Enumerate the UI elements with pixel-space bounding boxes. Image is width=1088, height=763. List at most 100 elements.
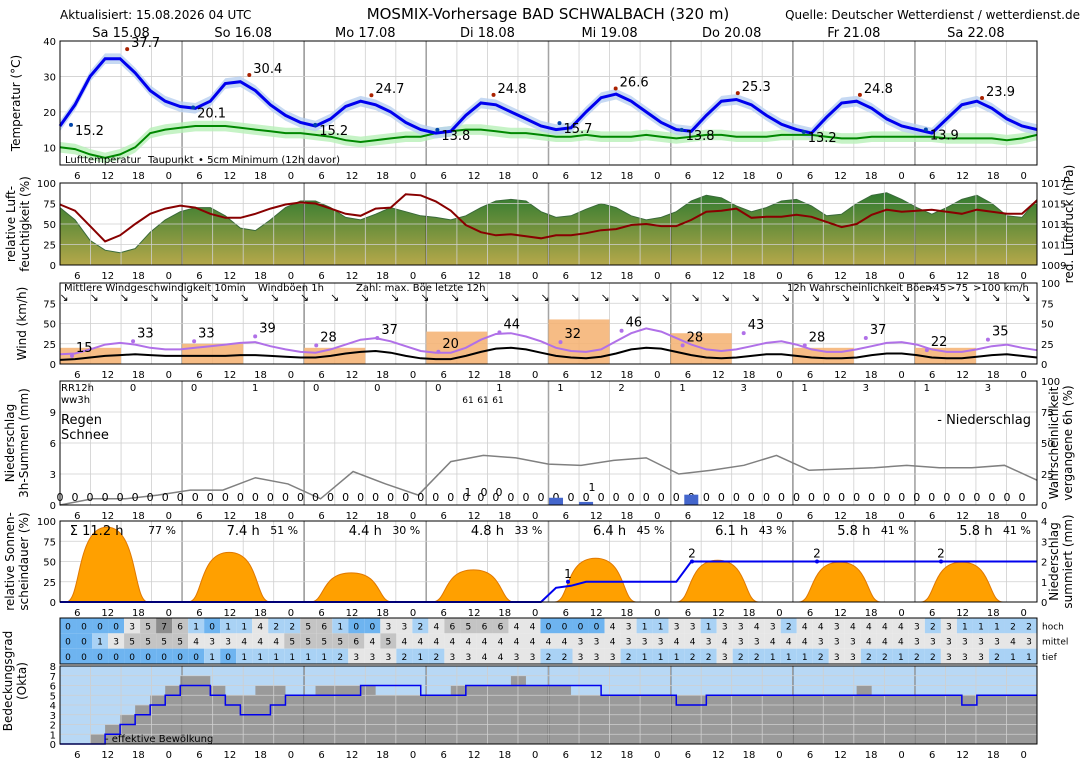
cloud-layer-value: 4 <box>514 638 520 648</box>
cloud-layer-value: 5 <box>321 638 327 648</box>
bar-zero-label: 0 <box>507 491 514 504</box>
hour-tick: 6 <box>196 171 202 182</box>
legend-prob-100: >100 km/h <box>973 283 1029 294</box>
chart-title: MOSMIX-Vorhersage BAD SCHWALBACH (320 m) <box>367 5 730 23</box>
cloud-layer-value: 4 <box>514 622 520 632</box>
cloud-layer-value: 0 <box>546 622 552 632</box>
hour-tick: 0 <box>410 370 416 381</box>
hour-tick: 12 <box>712 511 725 522</box>
precip-bar-label: 0 <box>496 486 503 499</box>
cloud-layer-value: 4 <box>882 638 888 648</box>
cloud-layer-cell <box>396 648 413 664</box>
wind-direction-arrow: ↘ <box>480 291 489 304</box>
sun-hours: 6.4 h <box>593 524 626 539</box>
cloud-layer-cell <box>828 618 845 634</box>
hour-tick: 0 <box>410 171 416 182</box>
wind-direction-arrow: ↘ <box>330 291 339 304</box>
rr12h-value: 0 <box>191 383 197 394</box>
hour-tick: 0 <box>410 750 416 761</box>
gust-label: 46 <box>626 316 643 331</box>
bar-zero-label: 0 <box>658 491 665 504</box>
sunshine-area <box>65 526 149 603</box>
precip-prob-tick: 100 <box>1041 377 1060 388</box>
bar-zero-label: 0 <box>282 491 289 504</box>
cloud-layer-cell <box>60 648 77 664</box>
cloud-layer-cell <box>220 633 237 649</box>
cloud-layer-value: 0 <box>129 653 135 663</box>
cum-label: 2 <box>937 547 945 561</box>
rr12h-value: 1 <box>802 383 808 394</box>
cloud-layer-value: 1 <box>209 653 215 663</box>
cloud-layer-cell <box>636 618 653 634</box>
hour-tick: 6 <box>929 171 935 182</box>
hour-tick: 0 <box>532 608 538 619</box>
hour-tick: 0 <box>1021 171 1027 182</box>
min-marker <box>679 127 684 132</box>
cloud-layer-value: 0 <box>161 653 167 663</box>
cloud-layer-value: 3 <box>754 638 760 648</box>
wind-line <box>59 346 1038 361</box>
cloud-layer-cell <box>188 633 205 649</box>
hour-tick: 6 <box>196 511 202 522</box>
hour-tick: 0 <box>288 511 294 522</box>
cloud-layer-value: 4 <box>498 653 504 663</box>
cloud-layer-value: 3 <box>834 653 840 663</box>
hour-tick: 18 <box>743 370 756 381</box>
sunshine-area <box>188 551 271 603</box>
source-label: Quelle: Deutscher Wetterdienst / wetterd… <box>785 8 1080 22</box>
cloud-layer-cell <box>92 618 109 634</box>
cloud-layer-cell <box>268 618 285 634</box>
gust-marker <box>802 343 807 348</box>
cloud-layer-cell <box>444 633 461 649</box>
cloud-layer-cell <box>716 648 733 664</box>
cloud-layer-cell <box>124 618 141 634</box>
gust-label: 20 <box>442 337 459 352</box>
cloud-layer-cell <box>268 648 285 664</box>
gust-marker <box>558 340 563 345</box>
hour-tick: 6 <box>807 511 813 522</box>
cloud-layer-cell <box>940 648 957 664</box>
cloud-layer-cell <box>300 618 317 634</box>
y-tick: 100 <box>37 179 56 190</box>
precip-frame <box>59 380 1038 506</box>
y-tick: 25 <box>43 340 56 351</box>
cloud-table-frame <box>59 617 1038 665</box>
cloud-layer-cell <box>636 648 653 664</box>
cloud-layer-cell <box>540 633 557 649</box>
temperature-band <box>60 53 1037 139</box>
hour-tick: 0 <box>654 608 660 619</box>
cloud-layer-value: 0 <box>81 638 87 648</box>
cloud-layer-value: 3 <box>514 653 520 663</box>
legend-max-gust: Zahl: max. Böe letzte 12h <box>356 283 486 294</box>
cloud-layer-value: 2 <box>866 653 872 663</box>
cloud-layer-value: 4 <box>530 638 536 648</box>
cum-marker <box>690 559 694 564</box>
legend-gust-prob: 12h Wahrscheinlichkeit Böen: <box>787 283 935 294</box>
legend-effective-clouds: - effektive Bewölkung <box>105 734 213 745</box>
cloud-layer-cell <box>444 648 461 664</box>
hour-tick: 18 <box>132 511 145 522</box>
hour-tick: 18 <box>132 608 145 619</box>
cloud-layer-cell <box>764 633 781 649</box>
hour-tick: 12 <box>834 171 847 182</box>
hour-tick: 6 <box>74 608 80 619</box>
hour-tick: 0 <box>532 171 538 182</box>
cloud-layer-cell <box>764 618 781 634</box>
cloud-layer-cell <box>444 618 461 634</box>
bar-zero-label: 0 <box>613 491 620 504</box>
cloud-layer-cell <box>220 618 237 634</box>
hour-tick: 12 <box>834 370 847 381</box>
sun-percent: 41 % <box>1003 524 1031 537</box>
bar-zero-label: 0 <box>568 491 575 504</box>
legend-dewpoint: Taupunkt <box>147 155 194 166</box>
hour-tick: 0 <box>1021 608 1027 619</box>
cloud-layer-cell <box>572 633 589 649</box>
cloud-layer-value: 3 <box>770 622 776 632</box>
precip-bar <box>684 494 699 505</box>
sun-hours: 6.1 h <box>715 524 748 539</box>
precip-axis-label: Niederschlag <box>3 404 17 482</box>
hour-tick: 6 <box>74 750 80 761</box>
cloud-layer-cell <box>396 618 413 634</box>
wind-direction-arrow: ↘ <box>901 291 910 304</box>
